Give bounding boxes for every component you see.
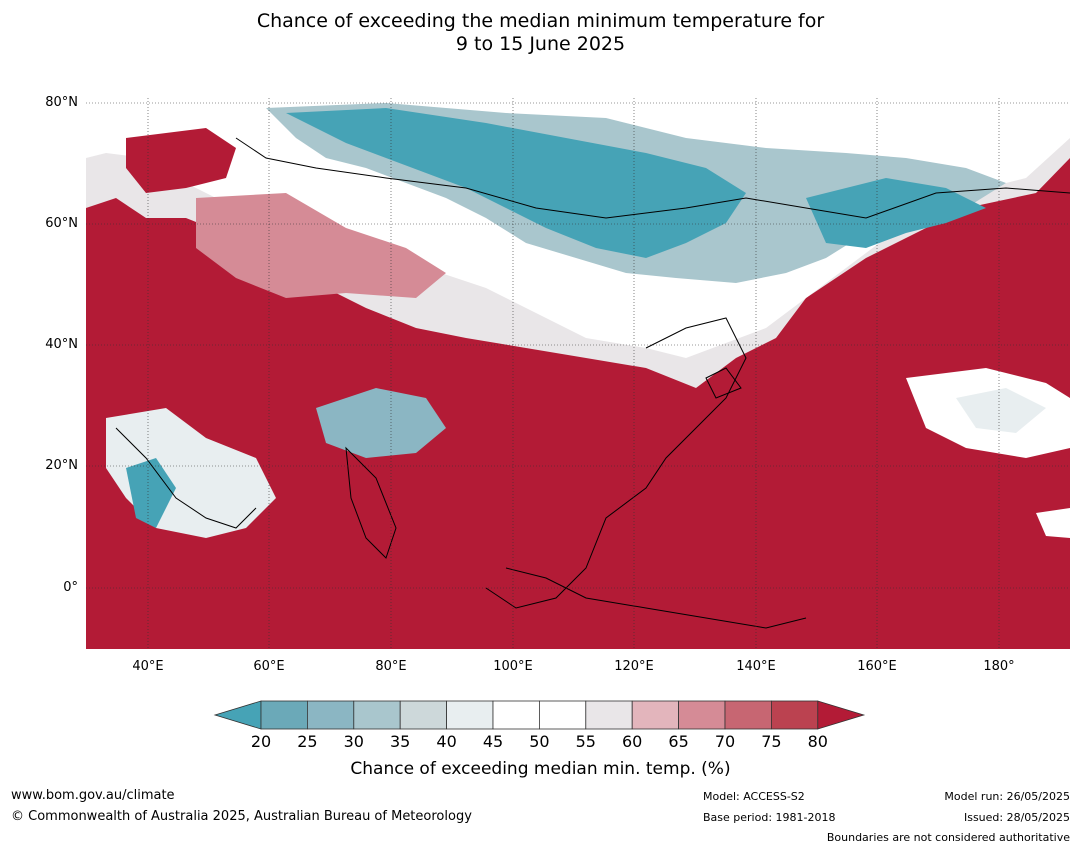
map-red-scandinavia [126,128,236,193]
map-pink-band [196,193,446,298]
colorbar-tick-label: 30 [343,732,364,751]
footer-website[interactable]: www.bom.gov.au/climate [11,788,175,803]
lon-label-160e: 160°E [857,659,897,674]
colorbar-tick-label: 50 [529,732,550,751]
map-gridlines [86,98,1070,649]
map-indonesia-coastline [505,567,807,629]
footer-copyright: © Commonwealth of Australia 2025, Austra… [11,809,472,824]
colorbar-cell [353,700,401,730]
map-pacific-white-small [1036,508,1070,538]
colorbar-cell [538,700,587,730]
footer-disclaimer: Boundaries are not considered authoritat… [826,831,1070,844]
map-title-line-1: Chance of exceeding the median minimum t… [256,10,825,32]
map-title: Chance of exceeding the median minimum t… [0,10,1081,56]
probability-map [86,98,1070,649]
colorbar-tick-label: 55 [575,732,596,751]
lat-label-60n: 60°N [45,216,78,231]
colorbar-tick-label: 25 [297,732,318,751]
colorbar-cell [260,700,308,730]
colorbar-cell [631,700,680,730]
map-east-asia-coastline [485,317,747,609]
colorbar-tick-label: 35 [390,732,411,751]
colorbar-tick-label: 80 [807,732,828,751]
map-blue-core-siberia [286,108,746,258]
colorbar-cell [585,700,633,730]
map-japan-coastline [705,367,742,399]
colorbar-tick-label: 20 [250,732,272,751]
footer-base-period: Base period: 1981-2018 [703,811,836,824]
map-pacific-light [956,388,1046,433]
colorbar-tick-label: 65 [668,732,689,751]
map-arabia-coastline [115,427,257,529]
colorbar-label: Chance of exceeding median min. temp. (%… [350,759,731,779]
colorbar-cell [678,700,726,730]
map-arctic-coastline [235,137,1070,219]
map-blue-core-east [806,178,986,248]
lon-label-100e: 100°E [493,659,533,674]
map-tibet-blue [316,388,446,458]
colorbar-cell [399,700,447,730]
colorbar-cell [446,700,494,730]
colorbar-tick-label: 70 [714,732,736,751]
lat-label-40n: 40°N [45,337,78,352]
lon-label-120e: 120°E [614,659,654,674]
colorbar-cell [492,700,540,730]
lon-label-60e: 60°E [253,659,285,674]
lon-label-180: 180° [983,659,1015,674]
footer-issued: Issued: 28/05/2025 [963,811,1070,824]
lat-label-80n: 80°N [45,95,78,110]
lon-label-80e: 80°E [375,659,407,674]
colorbar-tick-label: 75 [761,732,782,751]
footer-model: Model: ACCESS-S2 [703,790,805,803]
colorbar-extend-high [817,700,866,730]
lat-label-0: 0° [63,580,78,595]
colorbar [213,700,866,730]
lon-label-140e: 140°E [736,659,776,674]
map-arabia-blue [126,458,176,528]
colorbar-tick-label: 45 [482,732,504,751]
probability-map-svg [86,98,1070,649]
map-india-coastline [345,446,397,559]
lat-label-20n: 20°N [45,458,78,473]
colorbar-cell [771,700,819,730]
colorbar-tick-label: 60 [622,732,643,751]
colorbar-cell [724,700,772,730]
colorbar-extend-low [213,700,262,730]
colorbar-cell [307,700,355,730]
lon-label-40e: 40°E [132,659,164,674]
colorbar-tick-label: 40 [436,732,457,751]
footer-model-run: Model run: 26/05/2025 [944,790,1070,803]
map-title-line-2: 9 to 15 June 2025 [455,33,626,55]
